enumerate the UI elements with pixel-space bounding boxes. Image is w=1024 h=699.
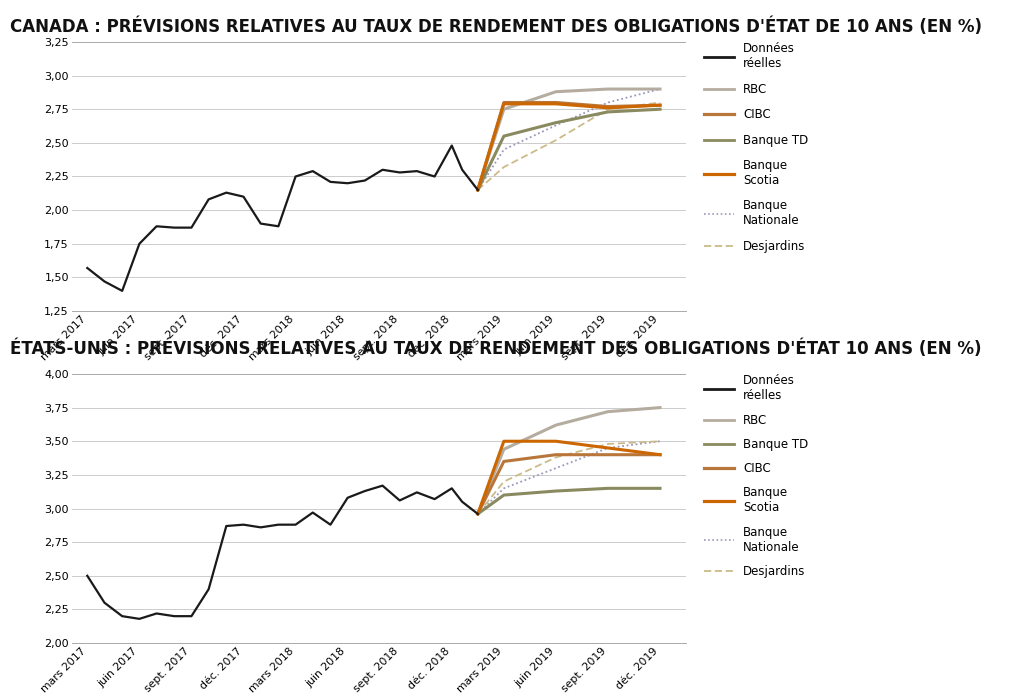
Legend: Données
réelles, RBC, CIBC, Banque TD, Banque
Scotia, Banque
Nationale, Desjardi: Données réelles, RBC, CIBC, Banque TD, B… — [705, 43, 809, 253]
Text: ÉTATS-UNIS : PRÉVISIONS RELATIVES AU TAUX DE RENDEMENT DES OBLIGATIONS D'ÉTAT 10: ÉTATS-UNIS : PRÉVISIONS RELATIVES AU TAU… — [10, 339, 982, 357]
Legend: Données
réelles, RBC, Banque TD, CIBC, Banque
Scotia, Banque
Nationale, Desjardi: Données réelles, RBC, Banque TD, CIBC, B… — [705, 375, 809, 578]
Text: CANADA : PRÉVISIONS RELATIVES AU TAUX DE RENDEMENT DES OBLIGATIONS D'ÉTAT DE 10 : CANADA : PRÉVISIONS RELATIVES AU TAUX DE… — [10, 17, 982, 36]
